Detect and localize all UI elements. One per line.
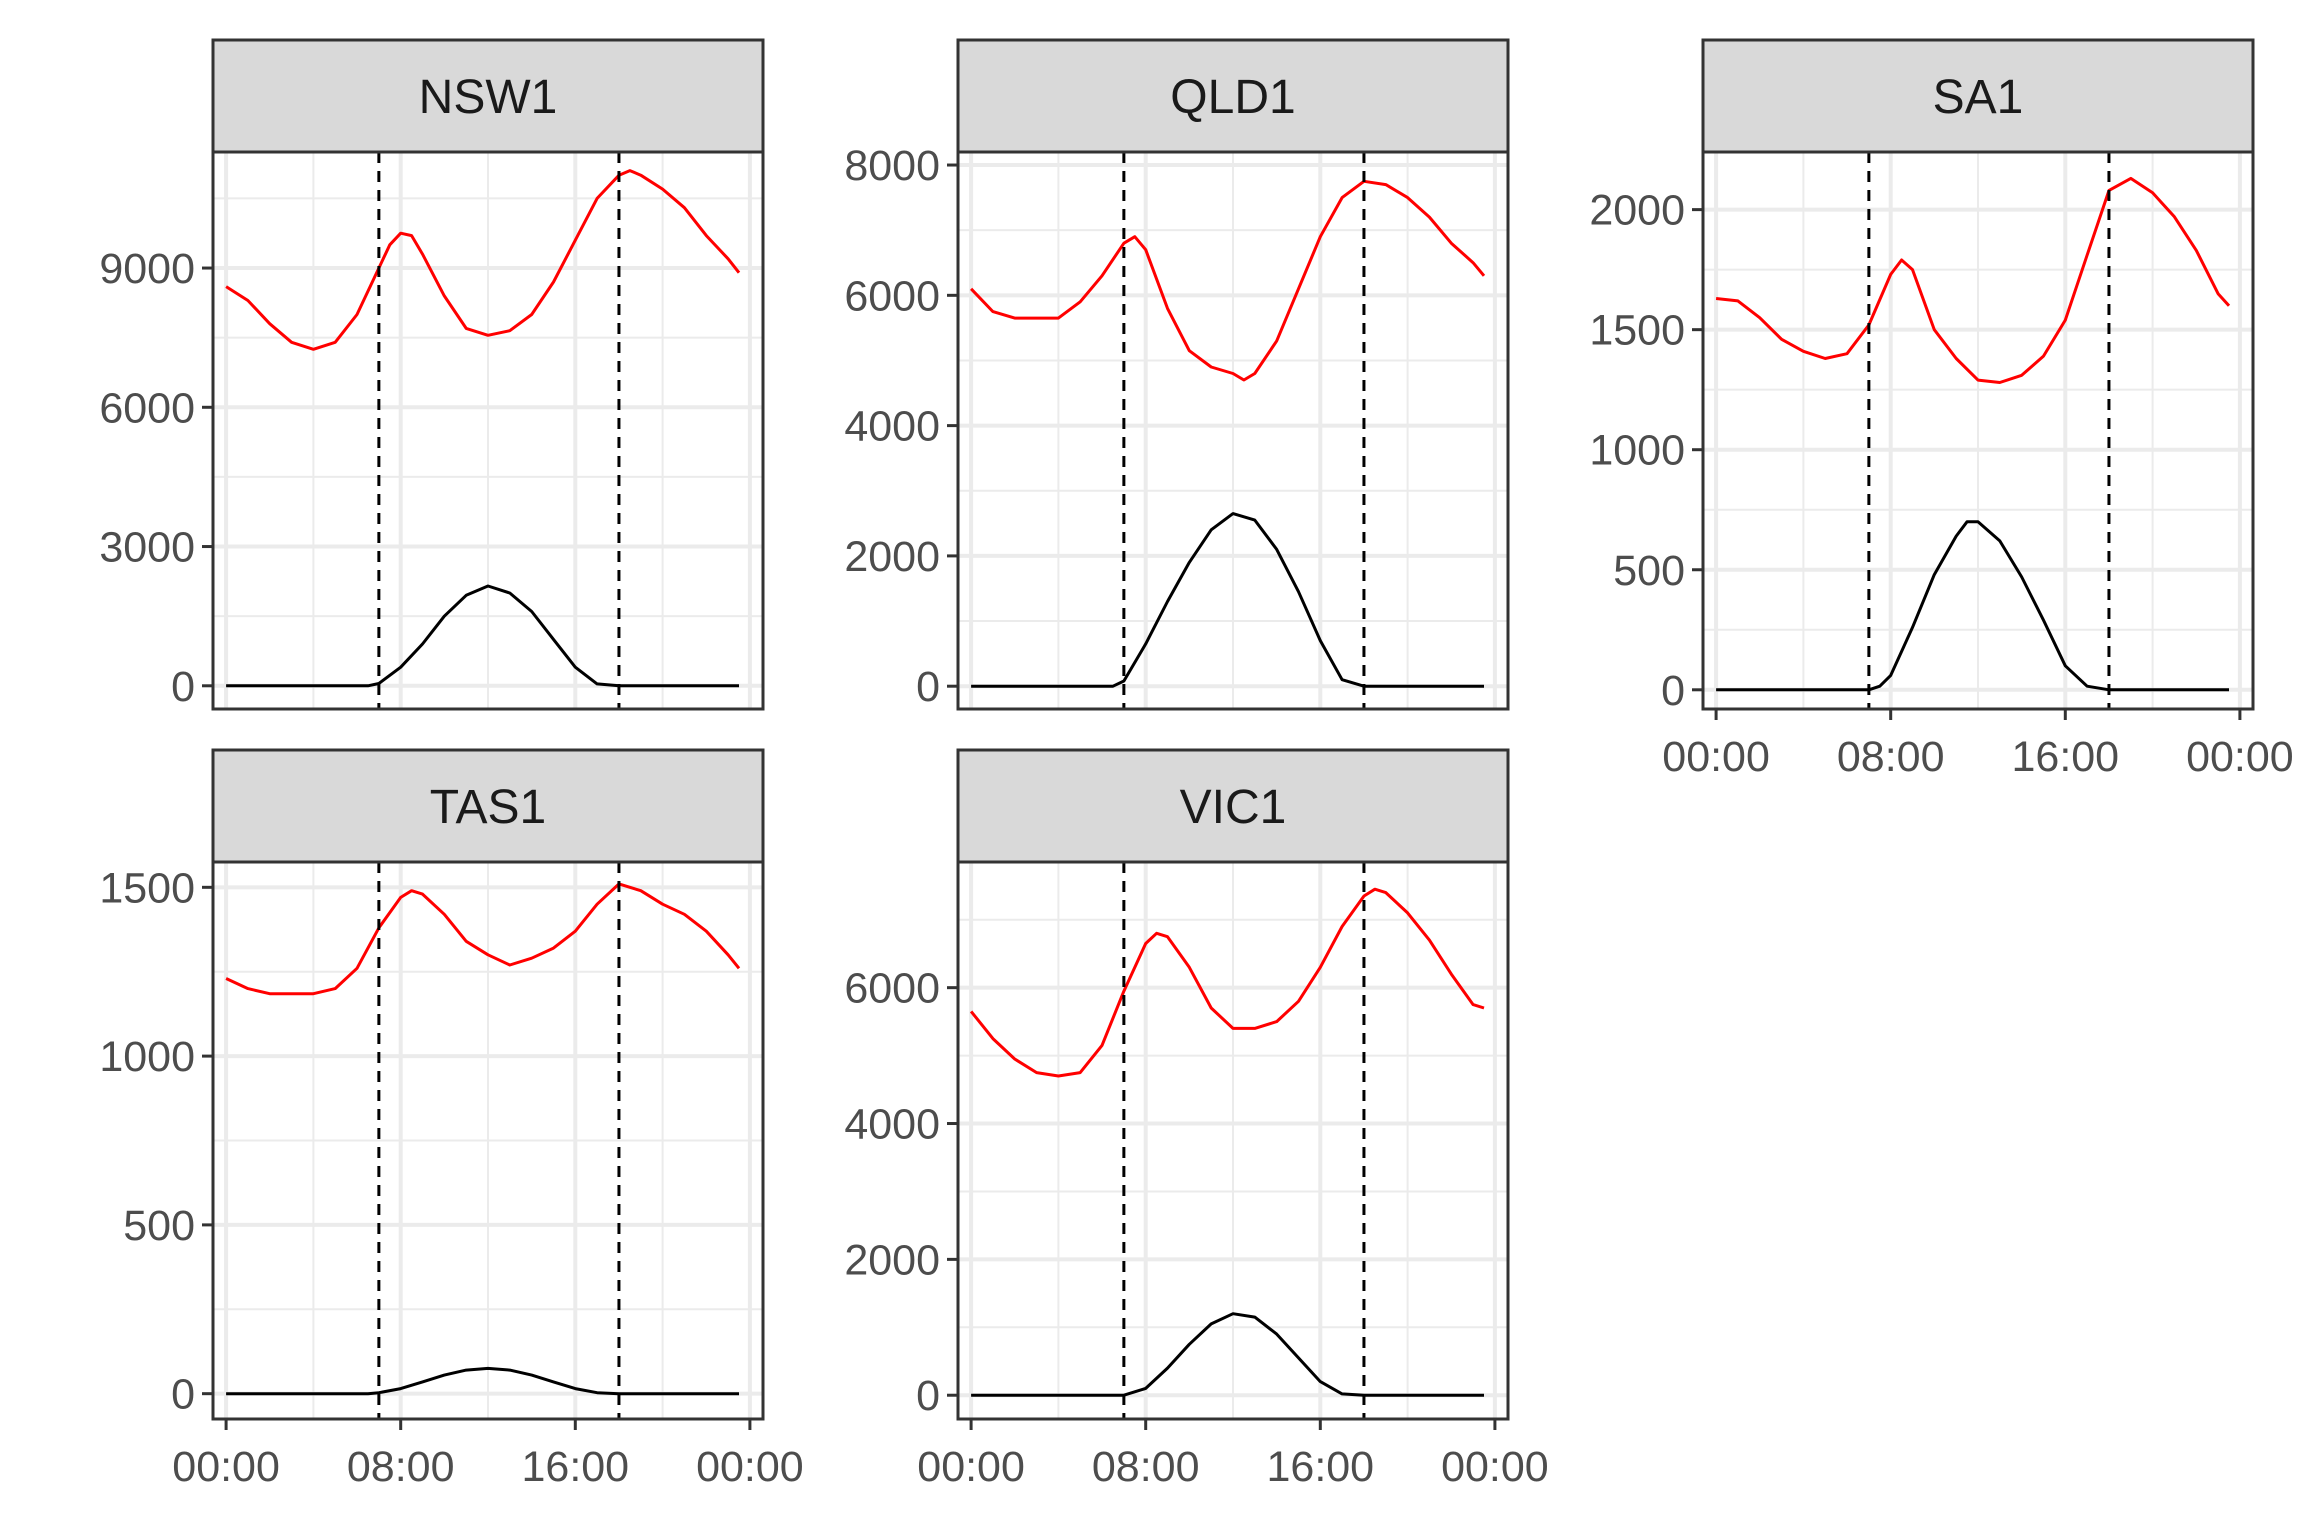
- strip-background: [1701, 38, 2255, 154]
- strip-background: [211, 748, 765, 864]
- strip-label: NSW1: [419, 71, 558, 124]
- y-tick-label: 1000: [1589, 427, 1685, 475]
- y-tick-label: 0: [916, 1372, 940, 1420]
- y-tick-label: 6000: [844, 272, 940, 320]
- strip-background: [956, 38, 1510, 154]
- panel-qld1: QLD1 0 2000 4000 6000 8000: [844, 38, 1510, 711]
- x-tick-label: 00:00: [1441, 1443, 1549, 1491]
- y-tick-label: 6000: [99, 384, 195, 432]
- panel-tas1: TAS1 0 500 1000 1500 00:00 08:00 16:00 00:00: [99, 748, 804, 1491]
- strip-label: QLD1: [1170, 71, 1295, 124]
- x-tick-label: 16:00: [2011, 733, 2119, 781]
- y-tick-label: 1500: [1589, 307, 1685, 355]
- x-tick-label: 16:00: [521, 1443, 629, 1491]
- y-tick-label: 500: [1613, 547, 1685, 595]
- y-tick-label: 2000: [1589, 187, 1685, 235]
- y-tick-label: 4000: [844, 1101, 940, 1149]
- x-tick-label: 08:00: [347, 1443, 455, 1491]
- x-tick-label: 00:00: [696, 1443, 804, 1491]
- demand-line: [970, 179, 1486, 382]
- x-tick-label: 08:00: [1837, 733, 1945, 781]
- y-tick-label: 8000: [844, 142, 940, 190]
- strip-background: [211, 38, 765, 154]
- y-tick-label: 3000: [99, 524, 195, 572]
- y-tick-label: 0: [171, 1371, 195, 1419]
- demand-line: [1715, 176, 2231, 384]
- y-tick-label: 0: [171, 663, 195, 711]
- strip-background: [956, 748, 1510, 864]
- y-tick-label: 4000: [844, 403, 940, 451]
- x-tick-label: 16:00: [1266, 1443, 1374, 1491]
- x-tick-label: 00:00: [172, 1443, 280, 1491]
- y-tick-label: 500: [123, 1202, 195, 1250]
- strip-label: SA1: [1933, 71, 2024, 124]
- solar-line: [971, 1312, 1484, 1397]
- x-tick-label: 00:00: [917, 1443, 1025, 1491]
- x-tick-label: 08:00: [1092, 1443, 1200, 1491]
- y-tick-label: 1000: [99, 1033, 195, 1081]
- demand-line: [969, 887, 1485, 1078]
- panel-sa1: SA1 0 500 1000 1500 2000 00:00 08:00 16:00 00:00: [1589, 38, 2294, 781]
- solar-line: [1716, 520, 2229, 692]
- panel-vic1: VIC1 0 2000 4000 6000 00:00 08:00 16:00 00:00: [844, 748, 1549, 1491]
- strip-label: VIC1: [1180, 781, 1287, 834]
- strip-label: TAS1: [430, 781, 546, 834]
- solar-line: [226, 584, 739, 688]
- demand-line: [225, 169, 741, 351]
- x-tick-label: 00:00: [2186, 733, 2294, 781]
- y-tick-label: 9000: [99, 245, 195, 293]
- x-tick-label: 00:00: [1662, 733, 1770, 781]
- demand-line: [225, 882, 741, 996]
- solar-line: [226, 1366, 739, 1396]
- y-tick-label: 6000: [844, 965, 940, 1013]
- panel-nsw1: NSW1 0 3000 6000 9000: [99, 38, 765, 711]
- y-tick-label: 2000: [844, 533, 940, 581]
- y-tick-label: 2000: [844, 1236, 940, 1284]
- y-tick-label: 0: [916, 663, 940, 711]
- y-tick-label: 0: [1661, 667, 1685, 715]
- solar-line: [971, 512, 1484, 688]
- y-tick-label: 1500: [99, 864, 195, 912]
